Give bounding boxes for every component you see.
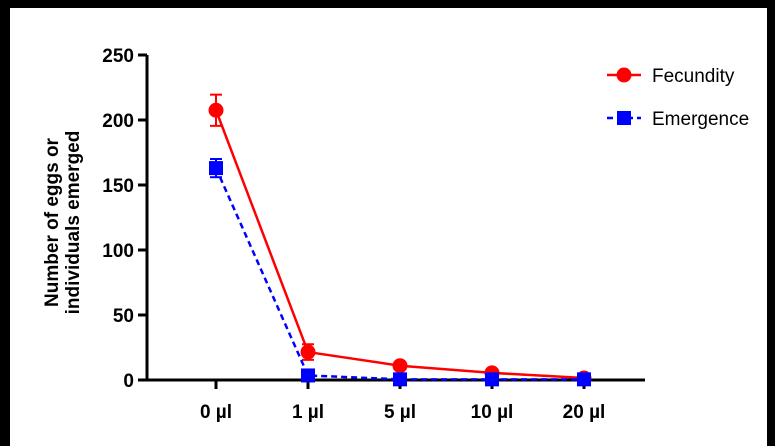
emergence-point [485,372,499,387]
y-tick-label: 100 [102,241,134,262]
y-tick-label: 200 [102,111,134,132]
fecundity-point [392,358,408,374]
x-tick-label: 5 µl [384,402,416,423]
emergence-point [577,372,591,387]
y-tick-label: 150 [102,176,134,197]
legend-label: Emergence [652,109,749,130]
legend: Fecundity Emergence [607,66,749,130]
x-tick-label: 1 µl [292,402,324,423]
legend-item-emergence: Emergence [607,109,749,130]
x-tick-label: 20 µl [563,402,606,423]
y-axis-label-line: individuals emerged [63,131,84,315]
y-axis-label: Number of eggs or individuals emerged [42,131,84,315]
y-axis-label-line: Number of eggs or [42,137,63,307]
legend-item-fecundity: Fecundity [607,66,735,87]
y-tick-labels: 0 50 100 150 200 250 [102,46,134,392]
legend-swatch-marker [617,111,631,125]
emergence-point [393,372,407,387]
series-emergence [209,158,591,387]
y-tick-label: 50 [113,306,134,327]
y-tick-label: 250 [102,46,134,67]
x-tick-labels: 0 µl 1 µl 5 µl 10 µl 20 µl [200,402,605,423]
fecundity-point [300,344,316,360]
fecundity-point [208,102,224,118]
series-group [208,93,592,387]
emergence-point [209,161,223,176]
legend-swatch-marker [616,67,632,83]
y-tick-label: 0 [123,371,134,392]
x-tick-label: 10 µl [471,402,514,423]
series-fecundity [208,93,592,386]
emergence-line [214,167,584,381]
fecundity-line [214,109,585,380]
x-tick-label: 0 µl [200,402,232,423]
emergence-point [301,368,315,383]
legend-label: Fecundity [652,66,735,87]
